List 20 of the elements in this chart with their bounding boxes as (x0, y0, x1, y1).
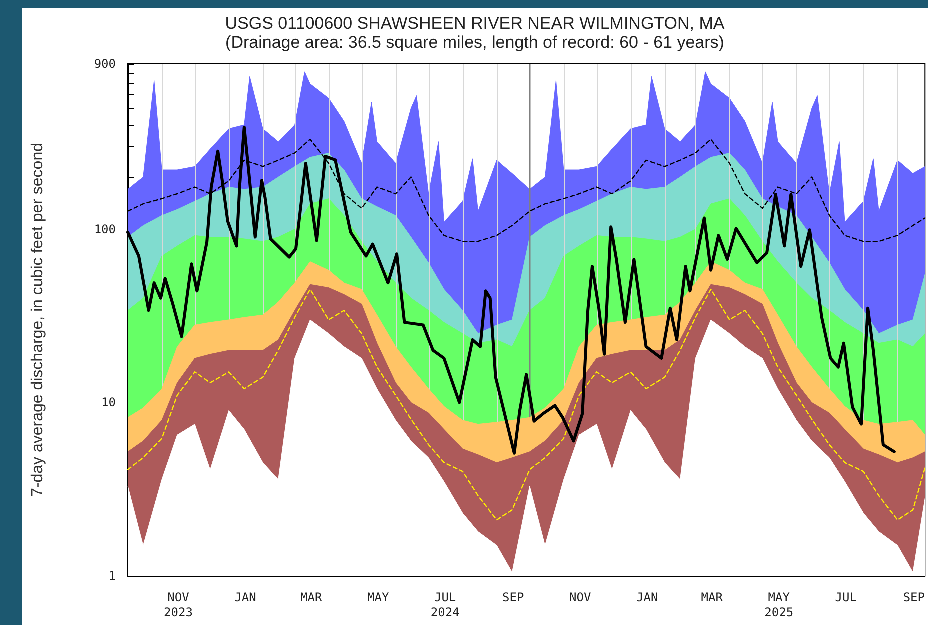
x-tick-label: SEP (502, 590, 524, 604)
y-tick-label: 10 (102, 396, 116, 410)
x-tick-label: JUL (835, 590, 857, 604)
y-axis-title: 7-day average discharge, in cubic feet per second (30, 143, 46, 497)
x-tick-label: NOV (570, 590, 592, 604)
line-series (127, 288, 926, 521)
y-tick-label: 900 (94, 57, 116, 71)
x-tick-label: NOV 2023 (164, 590, 193, 620)
chart-title: USGS 01100600 SHAWSHEEN RIVER NEAR WILMINGTON, MA (225, 14, 726, 33)
x-tick-label: MAY (368, 590, 390, 604)
y-tick-label: 100 (94, 222, 116, 236)
x-tick-label: JAN (636, 590, 658, 604)
x-tick-label: MAY 2025 (764, 590, 794, 620)
x-tick-label: MAR (701, 590, 724, 604)
x-tick-label: MAR (300, 590, 323, 604)
chart-subtitle: (Drainage area: 36.5 square miles, length of record: 60 - 61 years) (226, 33, 724, 52)
x-tick-label: SEP (903, 590, 926, 604)
x-tick-label: JUL 2024 (430, 590, 460, 620)
y-tick-label: 1 (108, 569, 116, 583)
x-tick-label: JAN (234, 590, 256, 604)
